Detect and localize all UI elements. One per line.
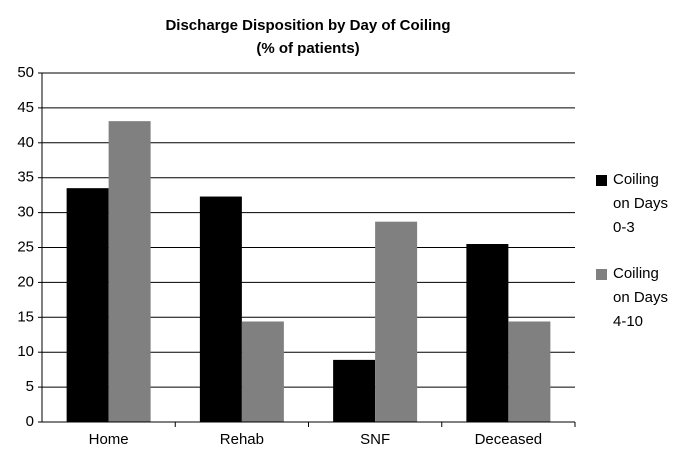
legend-label: Coiling on Days 4-10 — [613, 265, 669, 330]
bar — [466, 244, 509, 422]
legend-swatch — [596, 175, 607, 186]
bar — [199, 196, 242, 422]
bar — [241, 321, 284, 422]
y-tick-label: 15 — [17, 308, 34, 325]
y-tick-label: 25 — [17, 238, 34, 255]
legend-item: Coiling on Days 0-3 — [596, 168, 675, 240]
y-tick-label: 45 — [17, 99, 34, 116]
bar — [508, 321, 551, 422]
x-tick-label: SNF — [360, 431, 390, 448]
y-tick-label: 5 — [26, 378, 34, 395]
bar — [333, 359, 376, 422]
y-tick-label: 50 — [17, 64, 34, 81]
chart-subtitle: (% of patients) — [256, 40, 359, 57]
chart-title: Discharge Disposition by Day of Coiling — [165, 17, 450, 34]
y-tick-label: 40 — [17, 134, 34, 151]
bar — [108, 121, 151, 423]
legend-item: Coiling on Days 4-10 — [596, 262, 675, 334]
y-tick-label: 10 — [17, 343, 34, 360]
y-tick-label: 0 — [26, 413, 34, 430]
x-tick-label: Home — [89, 431, 129, 448]
bar — [375, 221, 418, 422]
legend-swatch — [596, 269, 607, 280]
legend-label: Coiling on Days 0-3 — [613, 171, 669, 236]
bar — [66, 188, 109, 422]
y-tick-label: 20 — [17, 273, 34, 290]
y-tick-label: 30 — [17, 204, 34, 221]
x-tick-label: Rehab — [220, 431, 264, 448]
x-tick-label: Deceased — [475, 431, 543, 448]
y-tick-label: 35 — [17, 169, 34, 186]
